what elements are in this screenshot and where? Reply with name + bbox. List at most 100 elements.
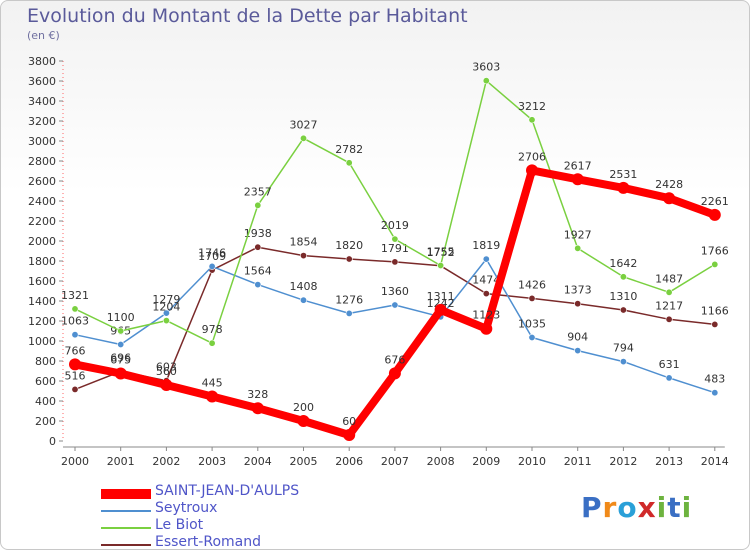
- data-point-saint-jean-d-aulps: [480, 322, 493, 335]
- data-point-le-biot: [299, 134, 307, 142]
- x-tick-label: 2005: [290, 455, 318, 468]
- x-tick-label: 2014: [701, 455, 729, 468]
- data-label-essert-romand: 1310: [609, 290, 637, 303]
- data-point-le-biot: [254, 201, 262, 209]
- y-tick-label: 1000: [28, 335, 56, 348]
- legend-label: Seytroux: [155, 500, 218, 516]
- data-label-saint-jean-d-aulps: 445: [202, 377, 223, 390]
- data-label-le-biot: 1487: [655, 272, 683, 285]
- data-label-seytroux: 483: [704, 373, 725, 386]
- data-label-saint-jean-d-aulps: 328: [247, 388, 268, 401]
- data-label-essert-romand: 1938: [244, 227, 272, 240]
- data-label-seytroux: 1242: [427, 297, 455, 310]
- y-tick-label: 400: [35, 395, 56, 408]
- data-point-saint-jean-d-aulps: [114, 367, 127, 380]
- data-point-essert-romand: [711, 320, 719, 328]
- data-point-seytroux: [299, 296, 307, 304]
- data-point-seytroux: [208, 262, 216, 270]
- data-point-essert-romand: [299, 252, 307, 260]
- data-point-saint-jean-d-aulps: [663, 192, 676, 205]
- data-label-seytroux: 1279: [152, 293, 180, 306]
- data-point-le-biot: [665, 288, 673, 296]
- data-point-essert-romand: [345, 255, 353, 263]
- legend-label: SAINT-JEAN-D'AULPS: [155, 483, 300, 499]
- data-point-le-biot: [528, 116, 536, 124]
- data-point-le-biot: [619, 273, 627, 281]
- data-point-seytroux: [117, 340, 125, 348]
- data-point-seytroux: [619, 358, 627, 366]
- data-label-saint-jean-d-aulps: 1311: [427, 290, 455, 303]
- data-point-le-biot: [71, 305, 79, 313]
- y-tick-label: 2400: [28, 195, 56, 208]
- y-tick-label: 1800: [28, 255, 56, 268]
- data-label-saint-jean-d-aulps: 200: [293, 401, 314, 414]
- data-point-saint-jean-d-aulps: [69, 358, 81, 371]
- legend-swatch: [101, 544, 151, 546]
- x-tick-label: 2006: [335, 455, 363, 468]
- data-point-seytroux: [482, 255, 490, 263]
- x-tick-label: 2002: [152, 455, 180, 468]
- data-label-essert-romand: 1709: [198, 250, 226, 263]
- data-label-le-biot: 3027: [290, 118, 318, 131]
- data-point-seytroux: [574, 347, 582, 355]
- y-tick-label: 3200: [28, 115, 56, 128]
- data-point-saint-jean-d-aulps: [160, 379, 173, 391]
- legend-label: Essert-Romand: [155, 534, 261, 550]
- data-point-le-biot: [574, 244, 582, 252]
- data-label-le-biot: 1100: [107, 311, 135, 324]
- data-label-saint-jean-d-aulps: 2531: [609, 168, 637, 181]
- data-label-seytroux: 1276: [335, 293, 363, 306]
- y-tick-label: 600: [35, 375, 56, 388]
- data-point-seytroux: [162, 309, 170, 317]
- data-point-essert-romand: [482, 290, 490, 298]
- data-label-seytroux: 1360: [381, 285, 409, 298]
- data-label-saint-jean-d-aulps: 60: [342, 415, 356, 428]
- data-label-essert-romand: 696: [110, 351, 131, 364]
- data-label-saint-jean-d-aulps: 2617: [564, 159, 592, 172]
- data-point-seytroux: [254, 281, 262, 289]
- data-point-saint-jean-d-aulps: [251, 402, 264, 415]
- data-point-seytroux: [528, 333, 536, 341]
- x-tick-label: 2001: [107, 455, 135, 468]
- data-label-seytroux: 1408: [290, 280, 318, 293]
- data-label-le-biot: 2357: [244, 185, 272, 198]
- data-label-le-biot: 2019: [381, 219, 409, 232]
- legend-label: Le Biot: [155, 517, 204, 533]
- data-label-essert-romand: 603: [156, 361, 177, 374]
- x-tick-label: 2004: [244, 455, 272, 468]
- x-tick-label: 2007: [381, 455, 409, 468]
- data-point-essert-romand: [574, 300, 582, 308]
- y-tick-label: 3000: [28, 135, 56, 148]
- data-point-seytroux: [71, 331, 79, 339]
- chart-title: Evolution du Montant de la Dette par Hab…: [27, 5, 468, 27]
- data-label-le-biot: 1927: [564, 228, 592, 241]
- data-label-essert-romand: 1474: [472, 274, 500, 287]
- data-label-saint-jean-d-aulps: 766: [65, 344, 86, 357]
- data-label-saint-jean-d-aulps: 1123: [472, 309, 500, 322]
- data-point-saint-jean-d-aulps: [708, 208, 721, 221]
- y-tick-label: 200: [35, 415, 56, 428]
- data-point-saint-jean-d-aulps: [434, 303, 447, 316]
- data-label-saint-jean-d-aulps: 2261: [701, 195, 729, 208]
- x-tick-label: 2009: [472, 455, 500, 468]
- data-label-le-biot: 978: [202, 323, 223, 336]
- data-label-le-biot: 1204: [152, 301, 180, 314]
- data-label-seytroux: 904: [567, 331, 588, 344]
- data-point-le-biot: [437, 261, 445, 269]
- data-point-essert-romand: [254, 243, 262, 251]
- data-point-seytroux: [665, 374, 673, 382]
- data-point-essert-romand: [528, 294, 536, 302]
- y-tick-label: 1400: [28, 295, 56, 308]
- data-point-seytroux: [391, 301, 399, 309]
- data-label-saint-jean-d-aulps: 560: [156, 365, 177, 378]
- data-label-essert-romand: 1791: [381, 242, 409, 255]
- data-label-seytroux: 1564: [244, 265, 272, 278]
- y-tick-label: 1600: [28, 275, 56, 288]
- data-point-le-biot: [162, 317, 170, 325]
- data-point-essert-romand: [391, 258, 399, 266]
- data-label-le-biot: 3212: [518, 100, 546, 113]
- data-point-le-biot: [345, 159, 353, 167]
- y-tick-label: 2200: [28, 215, 56, 228]
